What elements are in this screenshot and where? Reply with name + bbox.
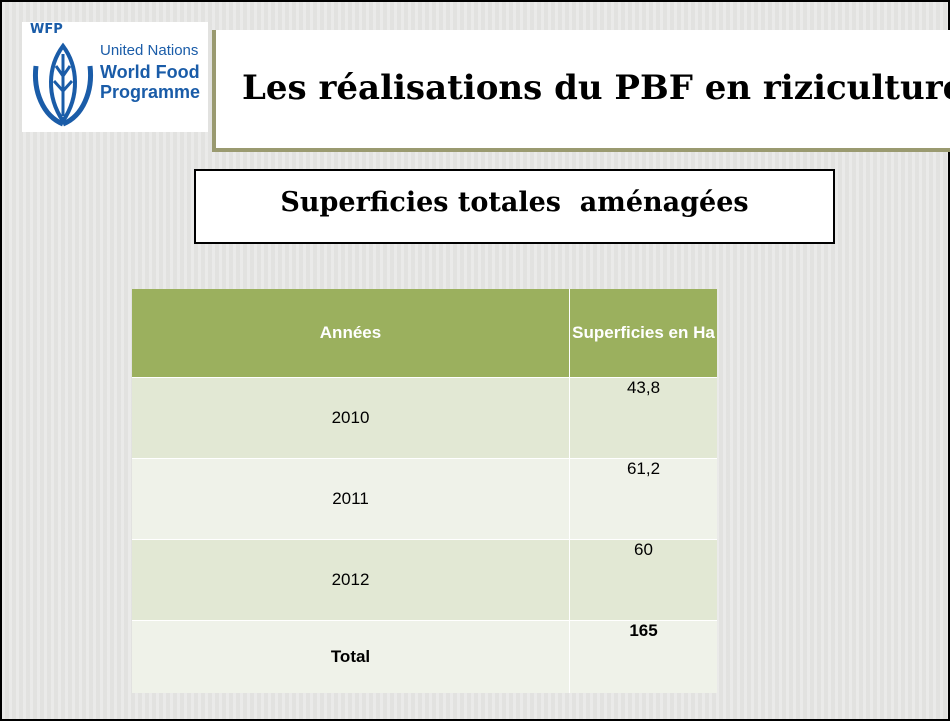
table: Années Superficies en Ha 2010 43,8 2011 … bbox=[132, 289, 717, 693]
logo-text: United Nations bbox=[100, 42, 199, 59]
cell: Total bbox=[132, 620, 570, 693]
row: 2012 60 bbox=[132, 539, 717, 621]
cell: 2011 bbox=[132, 458, 570, 540]
logo: WFP United Nations World Food Programme bbox=[22, 22, 208, 132]
logo-text: Programme bbox=[100, 82, 201, 102]
cell: 2012 bbox=[132, 539, 570, 621]
cell: 2010 bbox=[132, 377, 570, 459]
cell: 43,8 bbox=[569, 377, 717, 459]
cell: 61,2 bbox=[569, 458, 717, 540]
subtitle: Superficies totales aménagées bbox=[280, 187, 749, 218]
logo-emblem bbox=[32, 42, 94, 127]
title-box: Les réalisations du PBF en riziculture bbox=[212, 30, 950, 152]
title: Les réalisations du PBF en riziculture bbox=[242, 68, 950, 108]
logo-acronym: WFP bbox=[30, 22, 63, 37]
total-row: Total 165 bbox=[132, 620, 717, 693]
cell: 60 bbox=[569, 539, 717, 621]
logo-text: World Food bbox=[100, 62, 200, 82]
header-cell: Années bbox=[132, 289, 570, 378]
cell: 165 bbox=[569, 620, 717, 693]
row: 2011 61,2 bbox=[132, 458, 717, 540]
header-row: Années Superficies en Ha bbox=[132, 289, 717, 378]
header-cell: Superficies en Ha bbox=[569, 289, 717, 378]
row: 2010 43,8 bbox=[132, 377, 717, 459]
subtitle-box: Superficies totales aménagées bbox=[194, 169, 835, 244]
